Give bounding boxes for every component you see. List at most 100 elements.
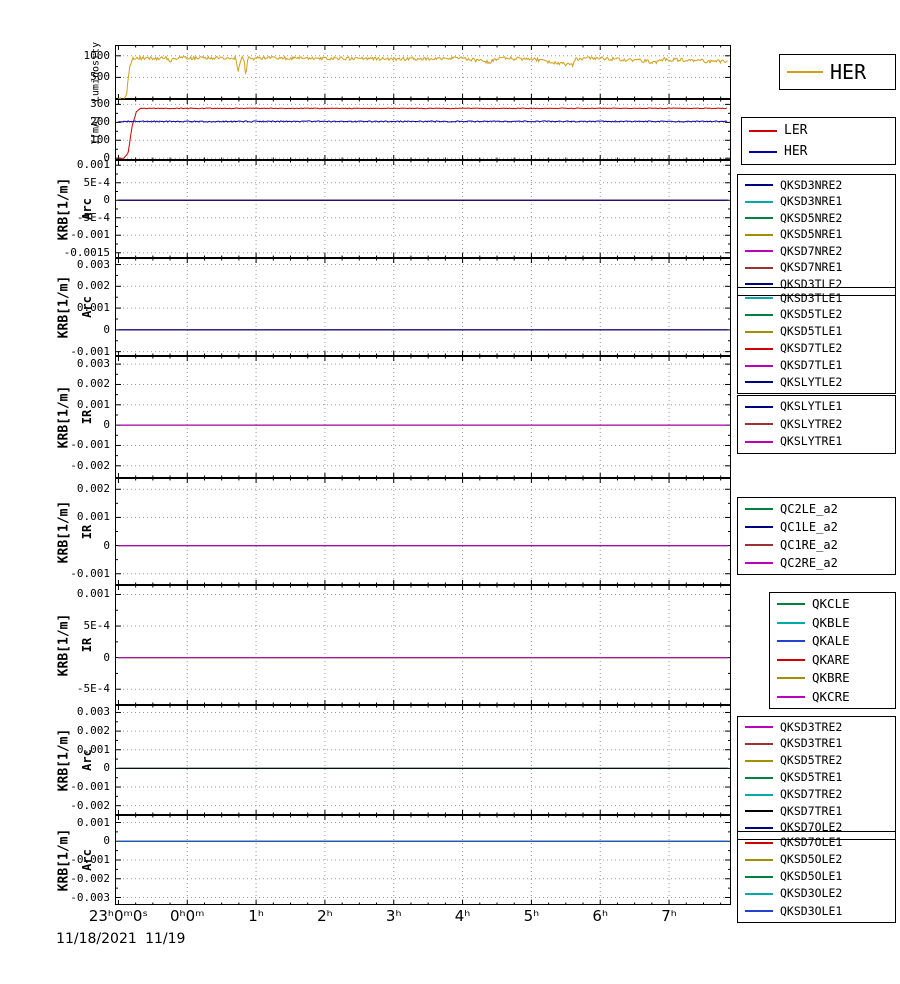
legend-entry: QKSD3NRE1 — [738, 194, 895, 211]
legend-entry: QKCLE — [770, 595, 895, 614]
legend-line-swatch — [745, 810, 773, 813]
y-tick-label: 0.003 — [76, 357, 110, 371]
y-tick-label: 0.002 — [76, 279, 110, 293]
plot-area-krb-arc-1 — [115, 160, 731, 258]
y-tick-label: 0 — [103, 151, 110, 165]
legend-entry: QKSD5TRE1 — [738, 769, 895, 786]
legend-label: QKSD5TLE1 — [780, 324, 843, 339]
legend-entry: QKSD5TLE1 — [738, 324, 895, 341]
plot-area-krb-arc-4 — [115, 815, 731, 905]
legend-label: QKSD5NRE2 — [780, 210, 843, 225]
plot-area-krb-ir-3 — [115, 585, 731, 705]
legend-entry: QKSD7TRE1 — [738, 803, 895, 820]
y-axis-label: KRB[1/m] — [56, 177, 72, 241]
panel-krb-arc-1: KRB[1/m] Arc 0.001 5E-4 0 -5E-4 -0.001 -0.001… — [0, 158, 740, 259]
legend-entry: QKSLYTLE1 — [738, 398, 895, 416]
legend-line-swatch — [745, 381, 773, 384]
panel-current: I[mA] 300 200 100 0 — [0, 97, 740, 164]
legend-line-swatch — [745, 250, 773, 253]
legend-line-swatch — [745, 893, 773, 896]
legend-entry: QKSD7TLE1 — [738, 357, 895, 374]
legend-entry: QKSD7OLE2 — [738, 820, 895, 837]
y-tick-label: 0.001 — [76, 510, 110, 524]
legend-line-swatch — [745, 347, 773, 350]
legend-line-swatch — [745, 405, 773, 408]
legend-entry: QKSD3TLE2 — [738, 276, 895, 293]
x-axis: 23ʰ0ᵐ0ˢ 0ʰ0ᵐ 1ʰ 2ʰ 3ʰ 4ʰ 5ʰ 6ʰ 7ʰ 11/18/2021 11/19 — [0, 905, 760, 975]
legend-line-swatch — [745, 364, 773, 367]
x-tick-label: 7ʰ — [661, 907, 677, 925]
legend-label: QKSLYTLE1 — [780, 399, 843, 413]
legend-entry: QC1RE_a2 — [738, 536, 895, 554]
legend-entry: QKSLYTRE1 — [738, 433, 895, 451]
plot-area-current — [115, 99, 731, 160]
legend-entry: QKSD5OLE2 — [738, 851, 895, 868]
legend-line-swatch — [745, 526, 773, 528]
legend-entry: HER — [780, 57, 895, 87]
legend-line-swatch — [745, 759, 773, 762]
legend-line-swatch — [745, 910, 773, 913]
legend-box-krb-arc-3: QKSD3TRE2 QKSD3TRE1 QKSD5TRE2 QKSD5TRE1 QKSD… — [737, 716, 896, 840]
legend-box-krb-ir-1: QKSLYTLE1 QKSLYTRE2 QKSLYTRE1 — [737, 395, 896, 454]
y-tick-label: -0.002 — [70, 798, 110, 812]
legend-entry: QC2RE_a2 — [738, 554, 895, 572]
y-axis-label: KRB[1/m] — [56, 275, 72, 339]
legend-entry: LER — [742, 120, 895, 141]
legend-line-swatch — [777, 603, 805, 606]
legend-label: QKSD7TRE1 — [780, 803, 843, 818]
y-tick-label: 100 — [90, 133, 110, 147]
y-tick-label: -5E-4 — [76, 210, 110, 224]
series-line-HER — [118, 54, 728, 99]
legend-line-swatch — [745, 841, 773, 844]
y-tick-label: 1000 — [83, 48, 111, 62]
y-tick-label: 0.003 — [76, 257, 110, 271]
y-tick-label: -0.003 — [70, 890, 110, 904]
legend-label: QKARE — [812, 651, 850, 667]
legend-label: QKSD5OLE1 — [780, 869, 843, 884]
legend-entry: QKSD5TLE2 — [738, 307, 895, 324]
legend-line-swatch — [745, 217, 773, 220]
y-axis-label: KRB[1/m] — [56, 500, 72, 563]
y-tick-label: 0.001 — [76, 301, 110, 315]
legend-entry: QKBRE — [770, 669, 895, 688]
legend-label: HER — [784, 144, 808, 159]
legend-line-swatch — [745, 314, 773, 317]
legend-line-swatch — [745, 793, 773, 796]
y-tick-label: -0.0015 — [63, 245, 110, 259]
y-tick-label: 5E-4 — [83, 619, 111, 633]
series-line-LER — [118, 107, 728, 160]
legend-label: QKSD3OLE1 — [780, 903, 843, 918]
legend-entry: QKSD5TRE2 — [738, 753, 895, 770]
y-tick-label: 0.003 — [76, 705, 110, 719]
y-tick-label: 0 — [103, 418, 110, 432]
legend-line-swatch — [745, 743, 773, 746]
legend-line-swatch — [745, 330, 773, 333]
y-tick-label: 0.001 — [76, 587, 110, 601]
legend-box-current: LER HER — [741, 117, 896, 165]
legend-line-swatch — [745, 200, 773, 203]
x-tick-label: 5ʰ — [523, 907, 540, 925]
legend-label: QKSD3OLE2 — [780, 886, 843, 901]
legend-line-swatch — [749, 129, 777, 132]
legend-line-swatch — [745, 233, 773, 236]
legend-label: HER — [830, 60, 867, 84]
panel-krb-arc-4: KRB[1/m] Arc 0.001 0 -0.001 -0.002 -0.003 — [0, 815, 740, 905]
legend-entry: QKBLE — [770, 614, 895, 633]
legend-label: QKSD7TRE2 — [780, 786, 843, 801]
y-tick-label: 0.002 — [76, 724, 110, 738]
legend-line-swatch — [745, 283, 773, 286]
x-tick-label: 23ʰ0ᵐ0ˢ — [88, 907, 149, 925]
panel-luminosity: Luminosity 1000 500 — [0, 42, 740, 102]
legend-entry: QKSD7TRE2 — [738, 786, 895, 803]
legend-line-swatch — [745, 184, 773, 187]
plot-area-krb-ir-1 — [115, 356, 731, 478]
legend-line-swatch — [787, 71, 823, 73]
legend-label: QKSD3TRE2 — [780, 719, 843, 734]
legend-line-swatch — [777, 621, 805, 624]
panel-krb-arc-2: KRB[1/m] Arc 0.003 0.002 0.001 0 -0.001 — [0, 257, 740, 358]
legend-entry: HER — [742, 141, 895, 162]
y-tick-label: -0.002 — [70, 458, 110, 472]
y-tick-label: 0.002 — [76, 482, 110, 496]
legend-box-krb-ir-3: QKCLE QKBLE QKALE QKARE QKBRE QKCRE — [769, 592, 896, 709]
y-tick-label: 0.002 — [76, 377, 110, 391]
